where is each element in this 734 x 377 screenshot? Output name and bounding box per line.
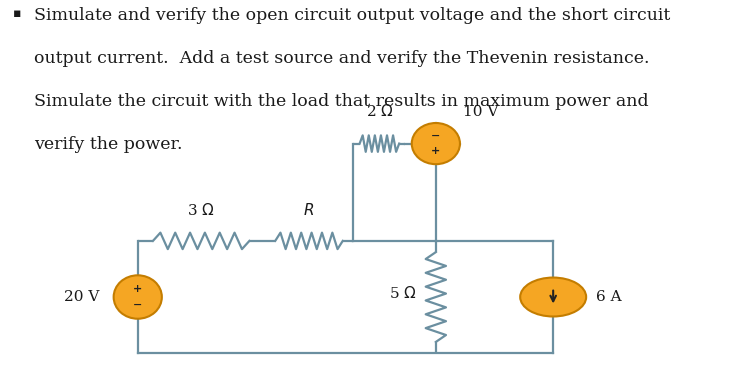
Text: verify the power.: verify the power. (34, 136, 183, 153)
Text: output current.  Add a test source and verify the Thevenin resistance.: output current. Add a test source and ve… (34, 50, 650, 67)
Text: ▪: ▪ (12, 7, 21, 20)
Text: 10 V: 10 V (463, 105, 498, 119)
Text: −: − (431, 131, 440, 141)
Text: 5 $\Omega$: 5 $\Omega$ (389, 285, 417, 301)
Text: 20 V: 20 V (65, 290, 100, 304)
Circle shape (520, 277, 586, 316)
Ellipse shape (114, 275, 162, 319)
Text: $R$: $R$ (303, 202, 315, 218)
Text: 3 $\Omega$: 3 $\Omega$ (187, 202, 215, 218)
Text: 2 $\Omega$: 2 $\Omega$ (366, 103, 393, 119)
Text: Simulate the circuit with the load that results in maximum power and: Simulate the circuit with the load that … (34, 93, 649, 110)
Text: Simulate and verify the open circuit output voltage and the short circuit: Simulate and verify the open circuit out… (34, 7, 671, 24)
Text: +: + (431, 146, 440, 156)
Text: +: + (133, 284, 142, 294)
Ellipse shape (412, 123, 460, 164)
Text: 6 A: 6 A (596, 290, 621, 304)
Text: −: − (133, 300, 142, 310)
